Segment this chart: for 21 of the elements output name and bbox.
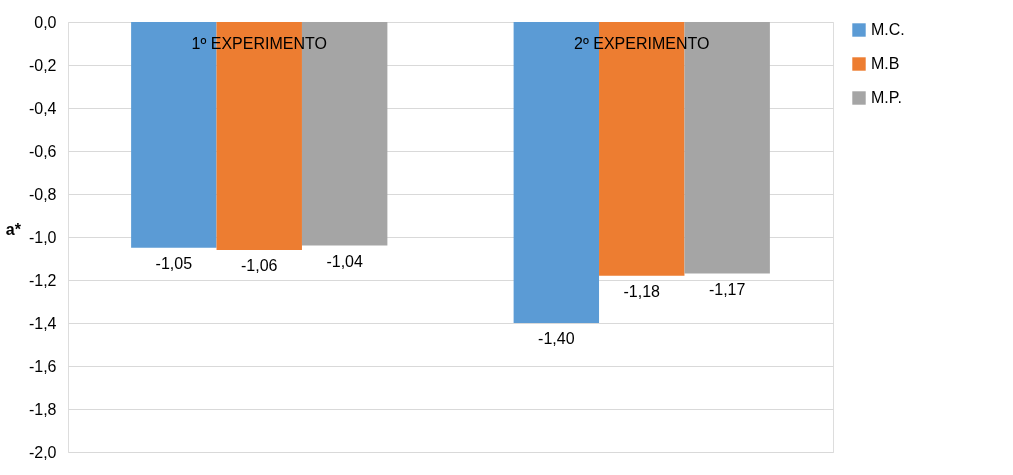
- y-tick-label: -0,4: [28, 99, 57, 117]
- y-tick-label: -0,6: [28, 142, 57, 160]
- data-label: -1,17: [708, 280, 746, 298]
- data-label: -1,40: [538, 330, 575, 347]
- y-tick-label: -0,2: [28, 56, 57, 74]
- y-tick-label: -1,6: [28, 357, 57, 375]
- y-tick-label: -1,2: [28, 271, 57, 289]
- y-tick-label: -2,0: [28, 443, 57, 461]
- data-label: -1,18: [623, 282, 661, 300]
- data-label: -1,05: [155, 254, 193, 272]
- y-tick-label: -1,4: [28, 314, 57, 332]
- y-tick-label: -1,8: [28, 400, 57, 418]
- legend-label: M.C.: [871, 21, 905, 38]
- y-tick-label: -1,0: [28, 228, 57, 246]
- data-label: -1,06: [241, 256, 278, 274]
- legend-label: M.P.: [871, 89, 902, 106]
- data-label: -1,04: [326, 252, 364, 270]
- legend-label: M.B: [871, 55, 900, 72]
- y-tick-label: -0,8: [28, 185, 57, 203]
- y-tick-label: 0,0: [34, 13, 57, 31]
- y-axis-title: a*: [5, 220, 22, 238]
